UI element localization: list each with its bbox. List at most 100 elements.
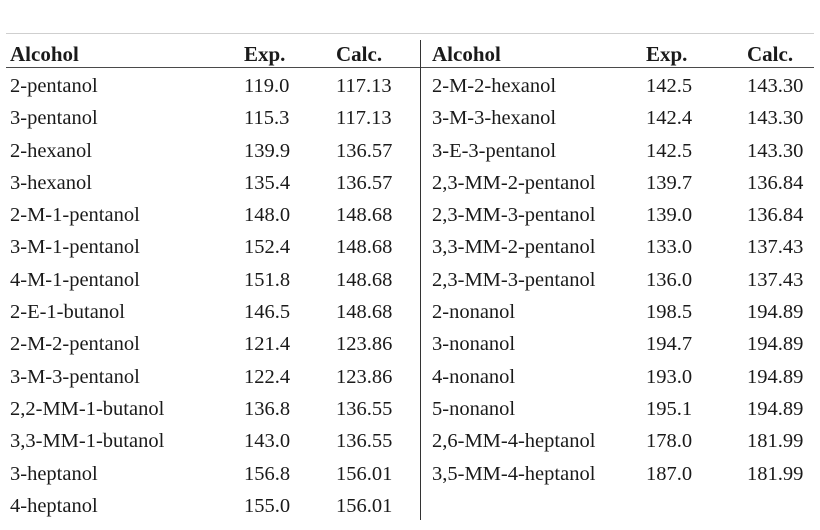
alcohol-name-cell: 3-hexanol	[10, 171, 92, 194]
left-header-row: Alcohol Exp. Calc.	[0, 40, 420, 68]
table-row: 2,3-MM-2-pentanol 139.7 136.84	[422, 167, 820, 199]
alcohol-name-cell: 3,3-MM-2-pentanol	[432, 236, 596, 259]
table-row: 3-heptanol 156.8 156.01	[0, 458, 420, 490]
header-exp: Exp.	[646, 42, 688, 66]
alcohol-name-cell: 5-nonanol	[432, 397, 516, 420]
exp-value-cell: 121.4	[244, 333, 291, 356]
table-row: 3-nonanol 194.7 194.89	[422, 328, 820, 360]
calc-value-cell: 148.68	[336, 268, 393, 291]
exp-value-cell: 198.5	[646, 301, 693, 324]
exp-value-cell: 122.4	[244, 365, 291, 388]
table-row: 2-M-2-hexanol 142.5 143.30	[422, 70, 820, 102]
calc-value-cell: 181.99	[747, 430, 804, 453]
exp-value-cell: 133.0	[646, 236, 693, 259]
alcohol-name-cell: 3-M-3-hexanol	[432, 107, 557, 130]
exp-value-cell: 119.0	[244, 75, 290, 97]
alcohol-name-cell: 4-nonanol	[432, 365, 516, 388]
calc-value-cell: 194.89	[747, 333, 804, 356]
table-row: 5-nonanol 195.1 194.89	[422, 393, 820, 425]
table-row: 3-hexanol 135.4 136.57	[0, 167, 420, 199]
alcohol-name-cell: 2-nonanol	[432, 301, 516, 324]
table-row: 3,3-MM-2-pentanol 133.0 137.43	[422, 231, 820, 263]
table-row: 3-E-3-pentanol 142.5 143.30	[422, 135, 820, 167]
header-alcohol: Alcohol	[432, 42, 501, 66]
exp-value-cell: 155.0	[244, 494, 291, 517]
exp-value-cell: 139.0	[646, 204, 693, 227]
calc-value-cell: 143.30	[747, 139, 804, 162]
table-row: 2-M-2-pentanol 121.4 123.86	[0, 328, 420, 360]
exp-value-cell: 194.7	[646, 333, 693, 356]
calc-value-cell: 148.68	[336, 236, 393, 259]
table-row: 4-heptanol 155.0 156.01	[0, 490, 420, 522]
right-header-row: Alcohol Exp. Calc.	[422, 40, 820, 68]
exp-value-cell: 146.5	[244, 301, 291, 324]
calc-value-cell: 123.86	[336, 333, 393, 356]
alcohol-name-cell: 3-E-3-pentanol	[432, 139, 557, 162]
calc-value-cell: 156.01	[336, 494, 393, 517]
exp-value-cell: 151.8	[244, 268, 291, 291]
table-row: 2,2-MM-1-butanol 136.8 136.55	[0, 393, 420, 425]
exp-value-cell: 115.3	[244, 107, 290, 130]
alcohol-name-cell: 3,5-MM-4-heptanol	[432, 462, 596, 485]
exp-value-cell: 156.8	[244, 462, 291, 485]
exp-value-cell: 135.4	[244, 171, 291, 194]
alcohol-name-cell: 2-M-2-pentanol	[10, 333, 140, 356]
exp-value-cell: 139.7	[646, 171, 693, 194]
alcohol-name-cell: 2,3-MM-3-pentanol	[432, 268, 596, 291]
table-row: 2-E-1-butanol 146.5 148.68	[0, 296, 420, 328]
alcohol-name-cell: 2,3-MM-3-pentanol	[432, 204, 596, 227]
exp-value-cell: 178.0	[646, 430, 693, 453]
calc-value-cell: 117.13	[336, 75, 392, 97]
exp-value-cell: 136.0	[646, 268, 693, 291]
exp-value-cell: 142.5	[646, 139, 693, 162]
header-rule	[6, 67, 814, 68]
calc-value-cell: 143.30	[747, 75, 804, 97]
exp-value-cell: 139.9	[244, 139, 291, 162]
alcohol-name-cell: 2-pentanol	[10, 75, 98, 97]
alcohol-name-cell: 2,6-MM-4-heptanol	[432, 430, 596, 453]
exp-value-cell: 136.8	[244, 397, 291, 420]
table-top-rule	[6, 33, 814, 34]
calc-value-cell: 136.55	[336, 430, 393, 453]
column-divider	[420, 40, 421, 520]
header-calc: Calc.	[747, 42, 794, 66]
alcohol-name-cell: 3-pentanol	[10, 107, 98, 130]
table-row: 2,3-MM-3-pentanol 136.0 137.43	[422, 264, 820, 296]
calc-value-cell: 143.30	[747, 107, 804, 130]
calc-value-cell: 136.84	[747, 204, 804, 227]
table-row: 2-nonanol 198.5 194.89	[422, 296, 820, 328]
alcohol-name-cell: 3-nonanol	[432, 333, 516, 356]
calc-value-cell: 156.01	[336, 462, 393, 485]
left-rows: 2-pentanol 119.0 117.13 3-pentanol 115.3 117.…	[0, 70, 420, 522]
alcohol-name-cell: 2-M-1-pentanol	[10, 204, 140, 227]
alcohol-name-cell: 2,2-MM-1-butanol	[10, 397, 165, 420]
table-row: 3,3-MM-1-butanol 143.0 136.55	[0, 425, 420, 457]
alcohol-name-cell: 2-E-1-butanol	[10, 301, 125, 324]
calc-value-cell: 117.13	[336, 107, 392, 130]
header-calc: Calc.	[336, 42, 383, 66]
exp-value-cell: 143.0	[244, 430, 291, 453]
calc-value-cell: 181.99	[747, 462, 804, 485]
exp-value-cell: 142.5	[646, 75, 693, 97]
table-row: 3-M-3-pentanol 122.4 123.86	[0, 361, 420, 393]
calc-value-cell: 137.43	[747, 268, 804, 291]
alcohol-name-cell: 3,3-MM-1-butanol	[10, 430, 165, 453]
exp-value-cell: 193.0	[646, 365, 693, 388]
exp-value-cell: 187.0	[646, 462, 693, 485]
calc-value-cell: 194.89	[747, 301, 804, 324]
alcohol-name-cell: 3-heptanol	[10, 462, 98, 485]
table-row: 4-M-1-pentanol 151.8 148.68	[0, 264, 420, 296]
alcohol-name-cell: 3-M-1-pentanol	[10, 236, 140, 259]
alcohol-name-cell: 2,3-MM-2-pentanol	[432, 171, 596, 194]
calc-value-cell: 148.68	[336, 204, 393, 227]
header-exp: Exp.	[244, 42, 286, 66]
table-row: 2-pentanol 119.0 117.13	[0, 70, 420, 102]
calc-value-cell: 136.57	[336, 171, 393, 194]
calc-value-cell: 194.89	[747, 365, 804, 388]
exp-value-cell: 195.1	[646, 397, 693, 420]
exp-value-cell: 142.4	[646, 107, 693, 130]
calc-value-cell: 148.68	[336, 301, 393, 324]
calc-value-cell: 136.55	[336, 397, 393, 420]
exp-value-cell: 152.4	[244, 236, 291, 259]
